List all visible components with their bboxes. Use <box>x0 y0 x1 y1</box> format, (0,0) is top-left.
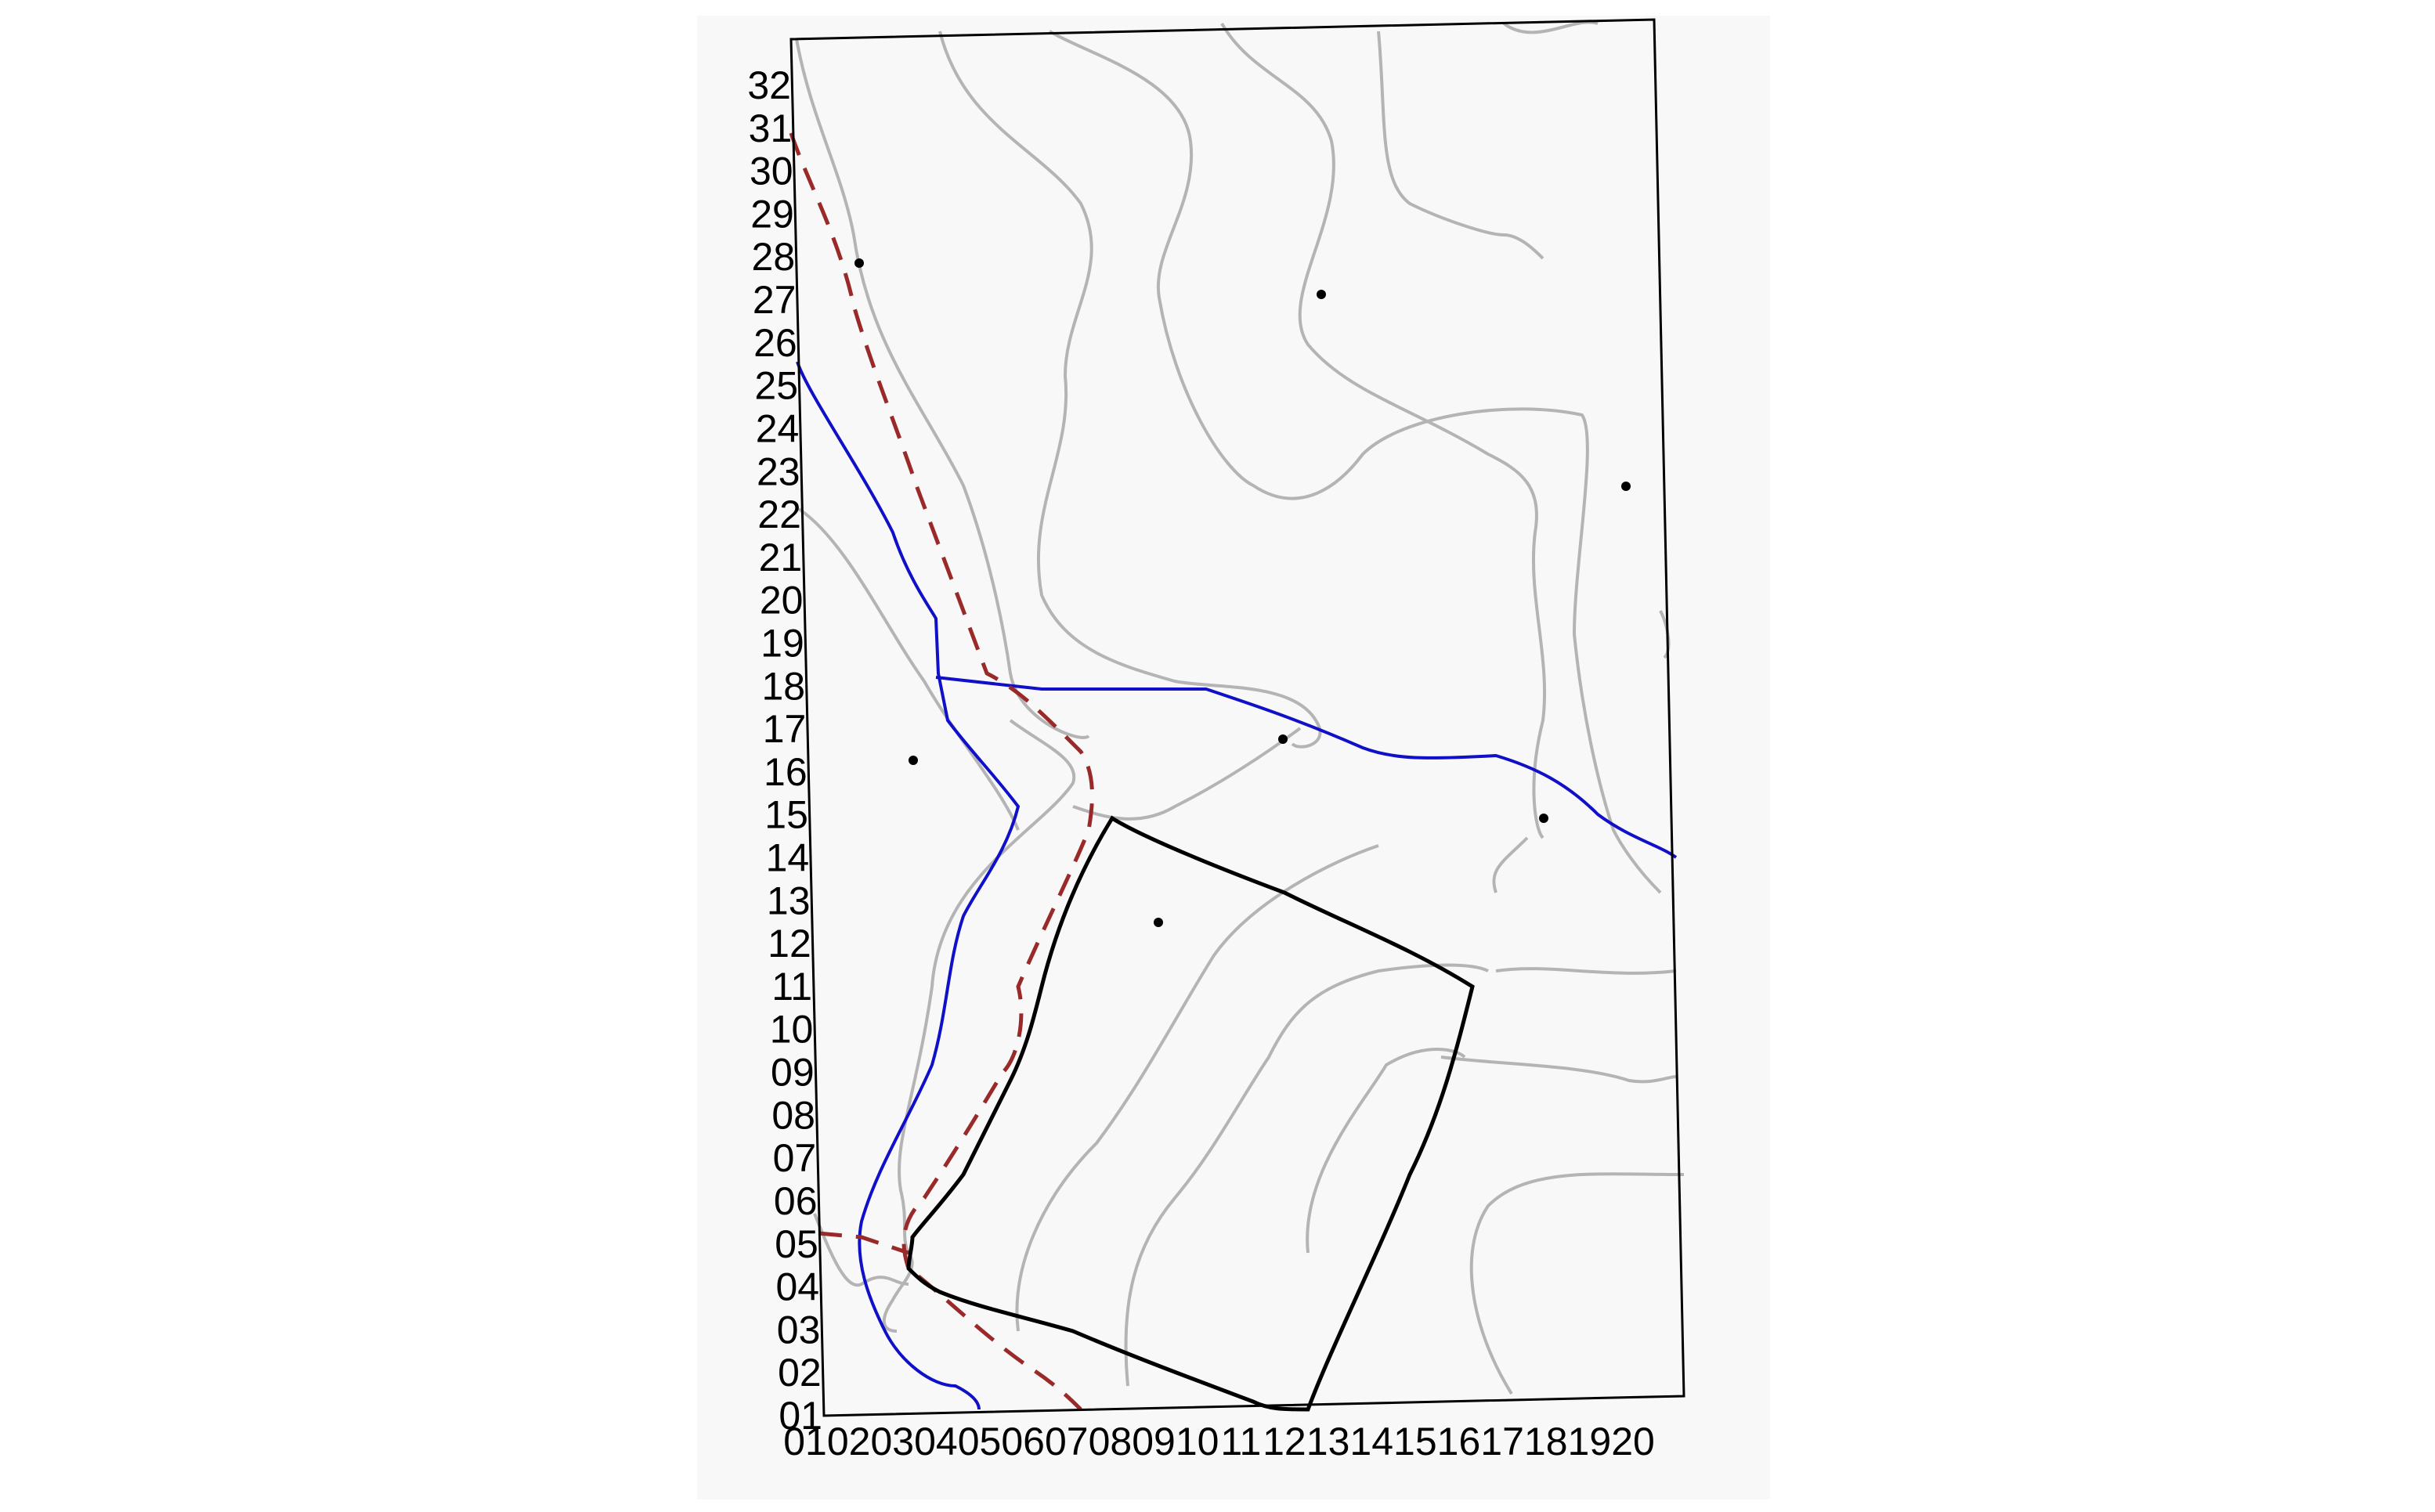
river-line <box>796 361 1678 1410</box>
y-tick-label: 10 <box>770 1008 814 1052</box>
contour-line <box>938 31 1322 749</box>
contour-line <box>797 507 1020 831</box>
x-tick-label: 19 <box>1568 1420 1612 1463</box>
x-tick-label: 12 <box>1263 1420 1306 1463</box>
contour-line <box>1469 1172 1685 1395</box>
contour-line <box>1492 836 1529 893</box>
sample-point <box>909 756 918 765</box>
sample-point <box>1539 814 1548 823</box>
x-tick-label: 14 <box>1349 1420 1393 1463</box>
x-tick-label: 13 <box>1306 1420 1350 1463</box>
contour-line <box>1502 20 1599 34</box>
y-tick-label: 21 <box>759 536 803 579</box>
y-tick-label: 13 <box>767 879 811 922</box>
y-tick-label: 23 <box>757 449 800 493</box>
x-tick-label: 06 <box>1001 1420 1045 1463</box>
contour-line <box>882 719 1076 1333</box>
y-tick-label: 26 <box>753 321 797 365</box>
sample-point <box>1317 290 1326 299</box>
sample-point <box>1278 734 1288 744</box>
sample-point <box>854 258 864 268</box>
y-tick-label: 20 <box>760 579 804 622</box>
x-tick-label: 11 <box>1220 1420 1261 1463</box>
x-tick-label: 05 <box>958 1420 1002 1463</box>
x-tick-label: 04 <box>914 1420 958 1463</box>
y-tick-label: 29 <box>750 192 794 236</box>
contour-line <box>813 1213 909 1287</box>
x-tick-label: 10 <box>1176 1420 1219 1463</box>
contour-line <box>1495 967 1677 975</box>
y-tick-label: 22 <box>757 493 801 536</box>
y-tick-label: 31 <box>749 106 793 150</box>
x-tick-label: 15 <box>1393 1420 1437 1463</box>
y-tick-label: 24 <box>756 406 800 450</box>
y-tick-label: 12 <box>768 922 811 965</box>
contour-line <box>1377 31 1544 260</box>
x-tick-label: 03 <box>870 1420 914 1463</box>
y-tick-label: 18 <box>761 664 805 708</box>
contour-line <box>1015 844 1379 1332</box>
contour-line <box>1048 30 1662 894</box>
map-background <box>697 16 1770 1499</box>
y-tick-label: 01 <box>779 1394 822 1438</box>
y-tick-label: 25 <box>754 364 798 408</box>
y-tick-label: 07 <box>773 1136 817 1180</box>
y-tick-label: 16 <box>764 750 807 794</box>
river-channel <box>935 676 1678 859</box>
river-channel <box>796 361 1021 1410</box>
y-tick-label: 06 <box>774 1179 818 1223</box>
y-tick-label: 04 <box>776 1265 820 1309</box>
sample-point <box>1621 482 1631 491</box>
contour-line <box>1306 1048 1466 1254</box>
y-tick-label: 08 <box>771 1093 815 1137</box>
y-tick-label: 02 <box>778 1351 822 1395</box>
x-tick-label: 20 <box>1611 1420 1655 1463</box>
y-tick-label: 03 <box>777 1308 821 1351</box>
x-tick-label: 02 <box>827 1420 871 1463</box>
y-tick-label: 17 <box>763 707 807 751</box>
y-tick-label: 15 <box>764 793 808 837</box>
map-frame <box>789 18 1685 1417</box>
contour-line <box>1124 963 1489 1387</box>
contour-lines <box>795 20 1685 1395</box>
contour-line <box>1220 23 1547 839</box>
x-tick-label: 16 <box>1437 1420 1481 1463</box>
y-tick-label: 27 <box>753 278 797 322</box>
y-tick-label: 19 <box>760 621 804 665</box>
boundary-dashed <box>818 1231 909 1255</box>
x-tick-label: 09 <box>1132 1420 1176 1463</box>
x-tick-label: 08 <box>1089 1420 1133 1463</box>
contour-line <box>1072 727 1302 821</box>
y-tick-label: 14 <box>766 836 810 880</box>
y-tick-label: 05 <box>775 1222 818 1266</box>
sample-points <box>854 258 1631 927</box>
y-tick-label: 09 <box>771 1051 815 1095</box>
contour-line <box>1440 1056 1677 1084</box>
x-tick-label: 01 <box>783 1420 827 1463</box>
y-axis-ticks: 0102030405060708091011121314151617181920… <box>747 63 822 1438</box>
x-tick-label: 07 <box>1045 1420 1089 1463</box>
y-tick-label: 32 <box>747 63 791 107</box>
x-tick-label: 17 <box>1480 1420 1524 1463</box>
boundary-line <box>789 132 1094 1411</box>
y-tick-label: 28 <box>752 235 796 279</box>
sample-point <box>1154 918 1163 927</box>
y-tick-label: 30 <box>750 150 793 193</box>
plot-polygon <box>906 815 1475 1412</box>
x-tick-label: 18 <box>1524 1420 1568 1463</box>
x-axis-ticks: 01 02 03 04 05 06 07 08 09 10 11 12 13 14 15 16 17 18 19 20 <box>783 1420 1655 1463</box>
y-tick-label: 11 <box>771 965 812 1009</box>
